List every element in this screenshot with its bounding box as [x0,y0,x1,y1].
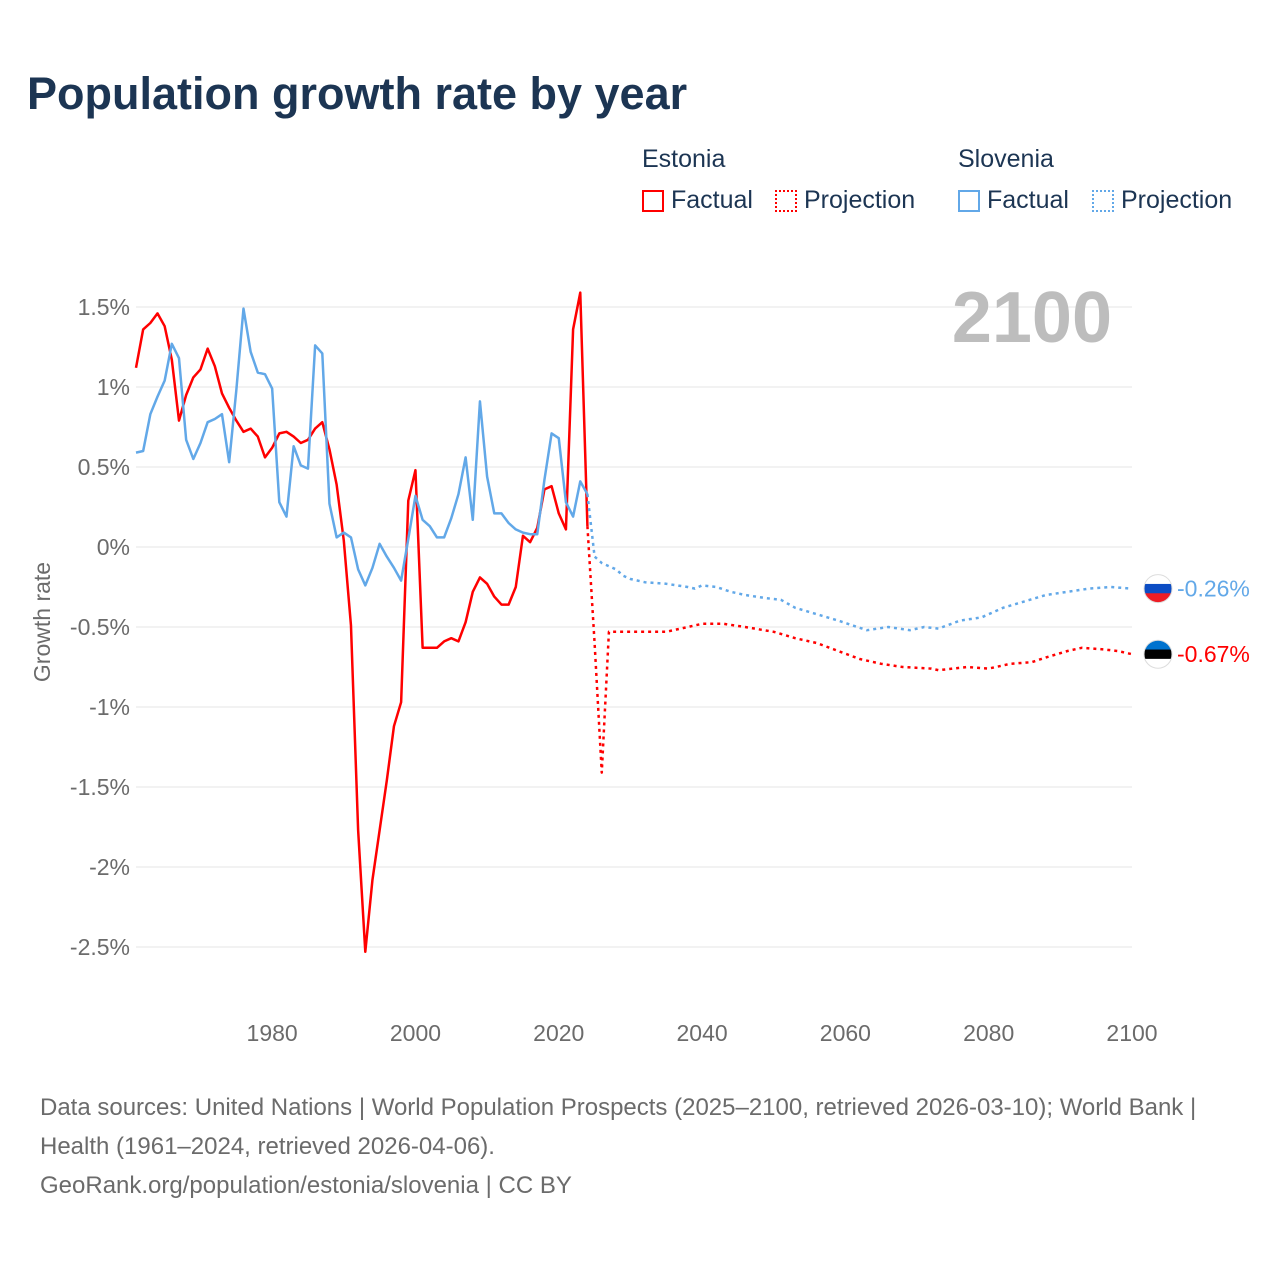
y-tick-label: -2.5% [70,934,130,960]
slovenia-flag-icon [1144,574,1172,603]
legend-estonia-projection[interactable]: Projection [775,186,915,215]
y-tick-label: 0% [97,534,130,560]
x-tick-label: 2060 [820,1020,871,1046]
data-sources: Data sources: United Nations | World Pop… [40,1094,1197,1160]
y-axis-label: Growth rate [29,562,55,682]
legend-swatch-dotted [775,189,797,212]
estonia-projection-line [586,526,1133,774]
legend-slovenia-factual[interactable]: Factual [958,186,1069,215]
y-tick-label: -1% [89,694,130,720]
y-tick-label: 1% [97,374,130,400]
x-tick-label: 2100 [1106,1020,1157,1046]
estonia-flag-icon [1144,640,1172,669]
legend-group-estonia: Estonia [642,145,726,173]
estonia-factual-line [134,291,589,954]
x-tick-label: 1980 [247,1020,298,1046]
y-tick-label: -1.5% [70,774,130,800]
footer: Data sources: United Nations | World Pop… [40,1088,1240,1205]
legend-swatch-solid [642,189,664,212]
y-tick-label: 0.5% [78,454,130,480]
credit-link[interactable]: GeoRank.org/population/estonia/slovenia … [40,1172,572,1199]
plot-area: 1.5% 1% 0.5% 0% -0.5% -1% -1.5% -2% -2.5% 1980 200… [29,278,1250,1046]
slovenia-factual-line [135,307,589,587]
x-tick-label: 2040 [676,1020,727,1046]
legend-swatch-solid [958,189,980,212]
x-tick-label: 2080 [963,1020,1014,1046]
x-tick-label: 2000 [390,1020,441,1046]
legend-label: Projection [804,186,916,214]
slovenia-projection-line [586,494,1133,632]
legend-swatch-dotted [1092,189,1114,212]
y-tick-label: -2% [89,854,130,880]
legend-label: Projection [1121,186,1233,214]
y-tick-label: 1.5% [78,294,130,320]
legend-estonia-factual[interactable]: Factual [642,186,753,215]
estonia-end-value: -0.67% [1177,641,1250,667]
legend-group-slovenia: Slovenia [958,145,1054,173]
legend-slovenia-projection[interactable]: Projection [1092,186,1232,215]
y-tick-label: -0.5% [70,614,130,640]
slovenia-end-value: -0.26% [1177,576,1250,602]
current-year-label: 2100 [952,278,1112,358]
legend-label: Factual [987,186,1069,214]
x-tick-label: 2020 [533,1020,584,1046]
chart-title: Population growth rate by year [27,68,688,119]
legend-label: Factual [671,186,753,214]
